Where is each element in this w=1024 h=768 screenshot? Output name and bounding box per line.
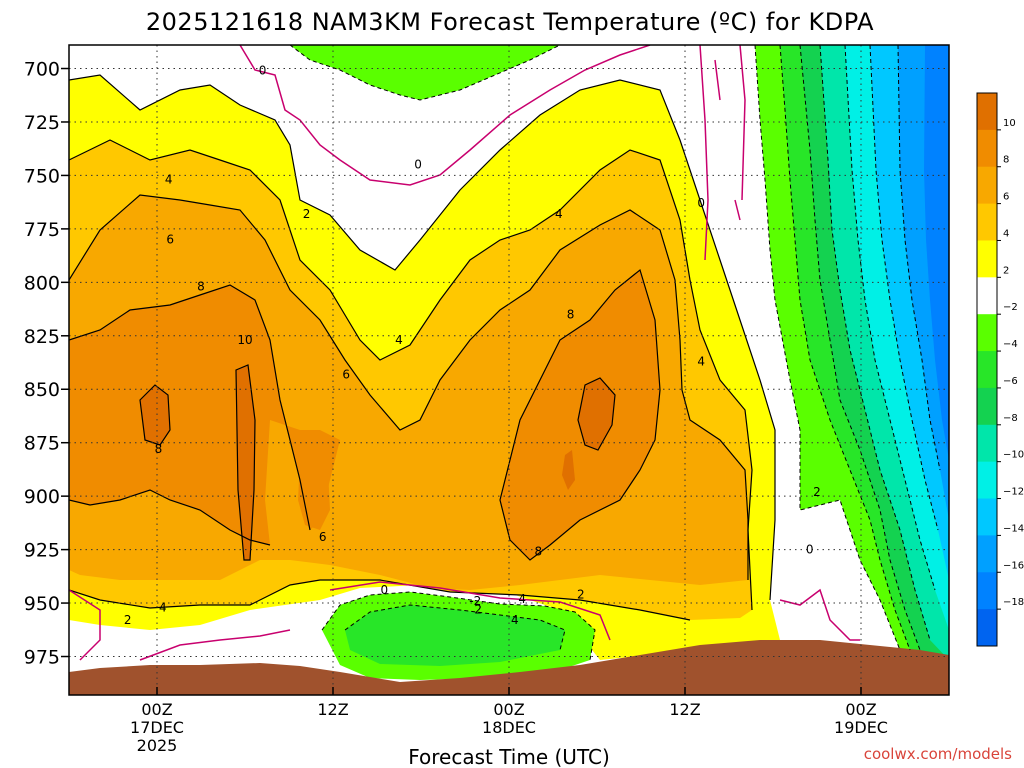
colorbar-label: 10 [1003, 118, 1016, 129]
contour-label: 0 [697, 196, 705, 210]
gridlines [69, 45, 949, 695]
band-10c-c [578, 378, 615, 450]
x-axis-label: Forecast Time (UTC) [408, 745, 610, 768]
x-tick-label: 00Z [493, 700, 524, 719]
y-tick-label: 775 [24, 219, 60, 241]
y-tick-label: 850 [24, 379, 60, 401]
band-8c [69, 285, 340, 545]
contour-label: 0 [806, 543, 814, 557]
y-axis: 700 725 750 775 800 825 850 875 900 925 950 975 [24, 59, 69, 669]
band-10c-d [562, 450, 575, 490]
y-tick-label: 725 [24, 112, 60, 134]
y-tick-label: 950 [24, 593, 60, 615]
colorbar-swatch [977, 609, 997, 647]
y-tick-label: 750 [24, 165, 60, 187]
band-10c-b [236, 365, 255, 560]
colorbar-swatch [977, 203, 997, 241]
colorbar-label: −16 [1003, 560, 1024, 571]
colorbar-swatch [977, 387, 997, 426]
colorbar-swatch [977, 277, 997, 315]
colorbar-label: 2 [1003, 265, 1009, 276]
contour-label: 4 [518, 592, 526, 606]
colorbar-swatch [977, 314, 997, 352]
colorbar-swatch [977, 424, 997, 463]
colorbar-label: −10 [1003, 450, 1024, 461]
contour-label: 8 [155, 442, 163, 456]
y-tick-label: 800 [24, 272, 60, 294]
contour-label: 4 [165, 173, 173, 187]
terrain-ground [69, 640, 949, 695]
x-tick-label: 2025 [137, 736, 178, 755]
colorbar-swatch [977, 498, 997, 536]
colorbar-swatch [977, 572, 997, 610]
colorbar-label: −14 [1003, 523, 1024, 534]
contour-label: 4 [697, 354, 705, 368]
y-tick-label: 875 [24, 433, 60, 455]
colorbar-label: −6 [1003, 376, 1018, 387]
contour-label: 4 [159, 600, 167, 614]
colorbar-swatch [977, 166, 997, 205]
contour-label: 8 [535, 545, 543, 559]
contour-label: 2 [577, 588, 585, 602]
colorbar-label: −4 [1003, 339, 1018, 350]
contour-label: 4 [555, 207, 563, 221]
colorbar-swatch [977, 240, 997, 278]
contour-label: 2 [124, 613, 132, 627]
contour-label: 4 [395, 333, 403, 347]
y-tick-label: 825 [24, 326, 60, 348]
y-tick-label: 700 [24, 59, 60, 81]
contour-label: 2 [813, 485, 821, 499]
colorbar-swatch [977, 93, 997, 131]
colorbar-label: 4 [1003, 228, 1009, 239]
contour-label: 0 [259, 64, 267, 78]
contour-label: -2 [469, 594, 481, 608]
x-tick-label: 00Z [845, 700, 876, 719]
credit-text: coolwx.com/models [864, 745, 1012, 763]
y-tick-label: 925 [24, 540, 60, 562]
colorbar-label: −18 [1003, 597, 1024, 608]
colorbar-label: 6 [1003, 192, 1009, 203]
x-tick-label: 17DEC [130, 718, 184, 737]
colorbar-frame [976, 92, 998, 647]
colorbar-swatch [977, 535, 997, 573]
band-minus16c [924, 45, 949, 460]
x-tick-label: 18DEC [482, 718, 536, 737]
colorbar-label: −8 [1003, 413, 1018, 424]
contour-label: 0 [414, 158, 422, 172]
band-minus4c-surface [345, 605, 565, 666]
x-tick-label: 00Z [141, 700, 172, 719]
colorbar-swatch [977, 351, 997, 389]
contour-label: 0 [381, 583, 389, 597]
contour-label: 2 [303, 207, 311, 221]
band-10c-a [140, 385, 170, 445]
colorbar-swatch [977, 461, 997, 500]
contour-label: 2 [474, 602, 482, 616]
contour-label: 8 [197, 280, 205, 294]
contour-label: 8 [567, 307, 575, 321]
contour-label: 10 [237, 333, 252, 347]
colorbar-label: −2 [1003, 302, 1018, 313]
colorbar-label: −12 [1003, 487, 1024, 498]
contour-field [69, 45, 949, 695]
colorbar-swatch [977, 129, 997, 168]
chart-title: 2025121618 NAM3KM Forecast Temperature (… [146, 8, 874, 36]
contour-label: 4 [511, 613, 519, 627]
x-tick-label: 12Z [669, 700, 700, 719]
colorbar: 10 8 6 4 2 −2 −4 −6 −8 −10 −12 −14 −16 −18 [976, 92, 1024, 647]
x-tick-label: 12Z [317, 700, 348, 719]
contour-label: 6 [166, 233, 174, 247]
y-tick-label: 900 [24, 486, 60, 508]
band-minus2c-top [290, 45, 560, 100]
y-tick-label: 975 [24, 647, 60, 669]
x-tick-label: 19DEC [834, 718, 888, 737]
colorbar-label: 8 [1003, 155, 1009, 166]
contour-label: 6 [342, 367, 350, 381]
contour-label: 6 [319, 530, 327, 544]
